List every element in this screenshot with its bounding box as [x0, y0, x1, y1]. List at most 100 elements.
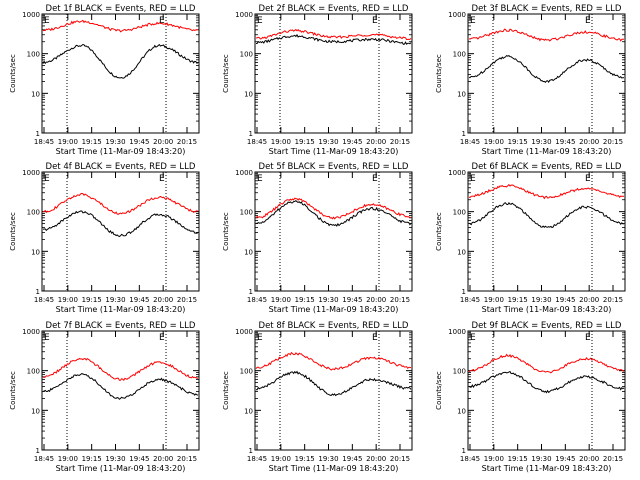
panel-title: Det 4f BLACK = Events, RED = LLD: [46, 162, 196, 172]
marker-flag: E: [44, 16, 50, 26]
x-tick-label: 19:00: [58, 296, 78, 304]
x-tick-label: 20:15: [390, 138, 410, 146]
marker-flag: E: [159, 333, 165, 343]
y-tick-label: 1: [36, 130, 40, 138]
y-tick-label: 10: [31, 407, 40, 415]
marker-flag: E: [159, 174, 165, 184]
panel-title: Det 3f BLACK = Events, RED = LLD: [472, 4, 622, 14]
x-tick-label: 20:00: [579, 455, 599, 463]
y-tick-label: 100: [453, 368, 466, 376]
marker-flag: E: [44, 333, 50, 343]
x-tick-label: 20:15: [177, 138, 197, 146]
y-tick-label: 1000: [22, 169, 40, 177]
y-tick-label: 1000: [235, 328, 253, 336]
detector-panel-1: Det 1f BLACK = Events, RED = LLD Counts/s…: [9, 4, 200, 156]
x-tick-label: 20:15: [603, 296, 623, 304]
marker-flag: E: [257, 16, 263, 26]
x-tick-label: 19:30: [105, 455, 125, 463]
marker-flag: E: [470, 333, 476, 343]
detector-panel-5: Det 5f BLACK = Events, RED = LLD Counts/s…: [222, 162, 413, 314]
y-tick-label: 1: [249, 130, 253, 138]
plot-frame: [254, 171, 413, 292]
x-tick-label: 18:45: [247, 296, 267, 304]
x-tick-label: 20:00: [366, 455, 386, 463]
x-tick-label: 19:45: [129, 455, 149, 463]
x-tick-label: 19:30: [318, 138, 338, 146]
x-tick-label: 18:45: [247, 138, 267, 146]
y-tick-label: 100: [240, 51, 253, 59]
events-series-line: [42, 210, 199, 238]
x-tick-label: 19:15: [82, 138, 102, 146]
lld-series-line: [42, 192, 199, 215]
marker-flag: E: [372, 333, 378, 343]
x-tick-label: 18:45: [34, 138, 54, 146]
x-tick-label: 18:45: [460, 455, 480, 463]
x-tick-label: 20:15: [177, 296, 197, 304]
y-tick-label: 10: [244, 90, 253, 98]
detector-panel-8: Det 8f BLACK = Events, RED = LLD Counts/s…: [222, 321, 413, 473]
y-tick-label: 10: [457, 248, 466, 256]
lld-series-line: [255, 28, 412, 41]
lld-series-line: [42, 357, 198, 381]
x-tick-label: 18:45: [34, 296, 54, 304]
x-tick-label: 19:30: [531, 138, 551, 146]
events-series-line: [256, 33, 412, 45]
y-tick-label: 100: [27, 51, 40, 59]
y-axis-label: Counts/sec: [222, 371, 230, 410]
x-tick-label: 20:15: [390, 296, 410, 304]
lld-series-line: [468, 353, 625, 374]
marker-flag: E: [257, 333, 263, 343]
y-tick-label: 1000: [22, 328, 40, 336]
plot-frame: [254, 330, 413, 451]
x-tick-label: 19:15: [82, 296, 102, 304]
x-tick-label: 19:45: [555, 138, 575, 146]
y-tick-label: 10: [31, 90, 40, 98]
x-tick-label: 19:45: [555, 296, 575, 304]
detector-panel-7: Det 7f BLACK = Events, RED = LLD Counts/s…: [9, 321, 200, 473]
panel-title: Det 5f BLACK = Events, RED = LLD: [259, 162, 409, 172]
x-tick-label: 19:30: [318, 296, 338, 304]
x-tick-label: 19:00: [271, 455, 291, 463]
x-axis-label: Start Time (11-Mar-09 18:43:20): [56, 305, 186, 314]
x-tick-label: 20:00: [153, 138, 173, 146]
x-tick-label: 19:45: [342, 455, 362, 463]
events-series-line: [468, 54, 625, 83]
detector-panel-9: Det 9f BLACK = Events, RED = LLD Counts/s…: [435, 321, 626, 473]
y-tick-label: 100: [453, 51, 466, 59]
plot-frame: [254, 13, 413, 134]
events-series-line: [43, 373, 199, 400]
x-tick-label: 19:45: [342, 138, 362, 146]
y-tick-label: 1: [462, 288, 466, 296]
marker-flag: E: [585, 16, 591, 26]
x-tick-label: 19:15: [295, 455, 315, 463]
x-tick-label: 20:15: [177, 455, 197, 463]
x-tick-label: 19:15: [508, 138, 528, 146]
plot-frame: [41, 330, 200, 451]
y-tick-label: 1000: [235, 11, 253, 19]
x-tick-label: 19:30: [105, 296, 125, 304]
y-axis-label: Counts/sec: [222, 54, 230, 93]
y-tick-label: 10: [457, 407, 466, 415]
y-tick-label: 1: [249, 288, 253, 296]
x-axis-label: Start Time (11-Mar-09 18:43:20): [482, 305, 612, 314]
x-tick-label: 19:15: [508, 455, 528, 463]
y-tick-label: 100: [240, 209, 253, 217]
x-tick-label: 18:45: [247, 455, 267, 463]
x-tick-label: 19:45: [342, 296, 362, 304]
y-tick-label: 100: [240, 368, 253, 376]
lld-series-line: [255, 197, 412, 220]
lld-series-line: [255, 351, 412, 371]
detector-panel-3: Det 3f BLACK = Events, RED = LLD Counts/s…: [435, 4, 626, 156]
panel-title: Det 2f BLACK = Events, RED = LLD: [259, 4, 409, 14]
panel-title: Det 9f BLACK = Events, RED = LLD: [472, 321, 622, 331]
x-axis-label: Start Time (11-Mar-09 18:43:20): [482, 464, 612, 473]
y-axis-label: Counts/sec: [9, 212, 17, 251]
x-tick-label: 19:30: [531, 296, 551, 304]
x-tick-label: 19:00: [271, 296, 291, 304]
x-tick-label: 19:00: [58, 138, 78, 146]
y-tick-label: 1000: [448, 169, 466, 177]
plot-frame: [467, 171, 626, 292]
y-tick-label: 100: [27, 368, 40, 376]
x-tick-label: 20:00: [366, 138, 386, 146]
